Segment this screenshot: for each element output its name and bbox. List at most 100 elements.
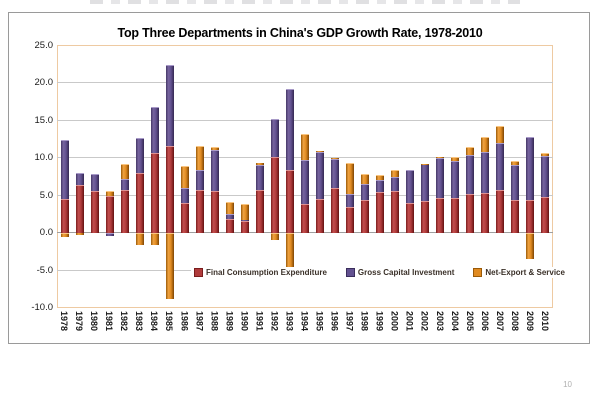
- x-axis-year-label: 1994: [299, 311, 310, 332]
- bar-segment-investment-2003: [436, 157, 445, 198]
- bar-segment-investment-1999: [376, 180, 385, 192]
- x-axis-year-label: 2010: [539, 311, 550, 332]
- bar-segment-netexport-1998: [361, 174, 370, 184]
- bar-segment-consumption-2009: [526, 200, 535, 233]
- x-axis-year-label: 2005: [464, 311, 475, 332]
- bar-segment-netexport-1993: [285, 232, 294, 273]
- legend-label: Final Consumption Expenditure: [206, 268, 327, 277]
- legend-item: Net-Export & Service: [473, 268, 565, 277]
- bar-segment-netexport-1981: [105, 191, 114, 196]
- x-axis-year-label: 1986: [179, 311, 190, 332]
- x-axis-year-label: 1985: [164, 311, 175, 332]
- bar-segment-netexport-1994: [301, 134, 309, 160]
- bar-segment-investment-2007: [496, 143, 505, 190]
- legend-swatch-icon: [473, 268, 483, 277]
- bar-segment-consumption-1984: [150, 153, 159, 233]
- x-axis-year-label: 1990: [239, 311, 250, 332]
- bar-segment-consumption-1993: [285, 170, 294, 233]
- bar-segment-investment-1979: [75, 173, 84, 185]
- x-axis-year-label: 2001: [404, 311, 415, 332]
- bar-segment-netexport-2000: [391, 169, 400, 177]
- bar-segment-consumption-1978: [60, 198, 69, 233]
- chart-title: Top Three Departments in China's GDP Gro…: [117, 26, 483, 40]
- bar-segment-investment-2004: [451, 161, 460, 198]
- bar-segment-netexport-2008: [511, 160, 520, 165]
- bar-segment-consumption-2000: [391, 191, 400, 233]
- x-axis-year-label: 1992: [269, 311, 280, 332]
- y-axis-tick-label: 25.0: [34, 39, 54, 51]
- x-axis-year-label: 1991: [254, 311, 265, 332]
- zero-axis-line: [57, 232, 553, 233]
- bar-segment-netexport-1979: [75, 232, 84, 235]
- x-axis-year-label: 1998: [359, 311, 370, 332]
- bar-segment-netexport-1987: [195, 145, 204, 170]
- x-axis-year-label: 2007: [494, 311, 505, 332]
- bar-segment-netexport-1992: [270, 232, 279, 240]
- bar-segment-consumption-1987: [195, 189, 204, 233]
- bar-segment-consumption-1980: [90, 191, 99, 233]
- bar-segment-investment-1983: [135, 138, 144, 173]
- bar-segment-investment-2002: [421, 164, 430, 201]
- bar-segment-investment-1985: [165, 64, 174, 147]
- x-axis-year-label: 2006: [479, 311, 490, 332]
- bar-segment-investment-2000: [391, 177, 400, 192]
- bar-segment-consumption-1981: [105, 195, 114, 233]
- x-axis-year-label: 2009: [524, 311, 535, 332]
- bar-segment-investment-1992: [270, 118, 279, 157]
- legend-item: Gross Capital Investment: [345, 268, 455, 277]
- bar-segment-consumption-1998: [361, 200, 370, 233]
- bar-segment-investment-1980: [90, 174, 99, 192]
- bar-segment-netexport-1983: [135, 232, 144, 246]
- bar-segment-netexport-1986: [180, 165, 189, 188]
- bar-segment-investment-1981: [105, 232, 114, 237]
- y-axis-tick-label: -5.0: [36, 264, 53, 276]
- bar-segment-netexport-2006: [481, 137, 490, 153]
- x-axis-year-label: 1978: [59, 311, 69, 332]
- bar-segment-consumption-2010: [541, 197, 550, 233]
- bar-segment-netexport-2003: [436, 156, 445, 158]
- bar-segment-netexport-2007: [496, 126, 505, 144]
- bar-segment-investment-1997: [346, 194, 355, 207]
- y-axis-tick-label: 20.0: [34, 77, 54, 88]
- bar-segment-netexport-2004: [451, 156, 460, 162]
- bar-segment-investment-2005: [466, 155, 475, 194]
- bar-segment-netexport-1982: [120, 164, 129, 179]
- x-axis-year-label: 1983: [134, 311, 145, 332]
- x-axis-year-label: 1999: [374, 311, 385, 332]
- bar-segment-consumption-1986: [180, 203, 189, 233]
- bar-segment-investment-1993: [285, 88, 294, 171]
- bar-segment-netexport-2002: [421, 163, 430, 165]
- legend-label: Net-Export & Service: [485, 268, 565, 277]
- bar-segment-consumption-2002: [421, 201, 430, 233]
- y-axis-tick-label: 10.0: [34, 152, 54, 163]
- x-axis-year-label: 2002: [419, 311, 430, 332]
- bar-segment-netexport-1991: [255, 162, 264, 165]
- bar-segment-netexport-1999: [376, 174, 385, 180]
- legend-swatch-icon: [345, 268, 355, 277]
- bar-segment-investment-2006: [481, 152, 490, 193]
- bar-segment-investment-1995: [316, 151, 325, 199]
- gridline: [57, 82, 553, 83]
- chart-legend: Final Consumption Expenditure Gross Capit…: [191, 267, 568, 278]
- cropped-slide-title-remnant: [90, 0, 520, 4]
- x-axis-year-label: 2000: [389, 311, 400, 332]
- x-axis-year-label: 1982: [119, 311, 130, 332]
- y-axis-tick-label: 15.0: [34, 114, 54, 126]
- bar-segment-consumption-1994: [301, 204, 309, 233]
- bar-segment-investment-1978: [60, 140, 69, 199]
- bar-segment-investment-1990: [240, 219, 249, 221]
- y-axis-tick-label: -10.0: [31, 302, 53, 313]
- legend-label: Gross Capital Investment: [357, 268, 455, 277]
- bar-segment-investment-1996: [331, 159, 340, 189]
- bar-segment-netexport-2010: [541, 153, 550, 156]
- x-axis-year-label: 2004: [449, 311, 460, 332]
- x-axis-year-label: 1981: [104, 311, 115, 332]
- bar-segment-netexport-1997: [346, 162, 355, 195]
- x-axis-year-label: 1988: [209, 311, 220, 332]
- bar-segment-netexport-2005: [466, 147, 475, 156]
- bar-segment-consumption-1999: [376, 192, 385, 233]
- x-axis-year-label: 2003: [434, 311, 445, 332]
- bar-segment-netexport-2009: [526, 232, 535, 259]
- bar-segment-investment-1986: [180, 187, 189, 204]
